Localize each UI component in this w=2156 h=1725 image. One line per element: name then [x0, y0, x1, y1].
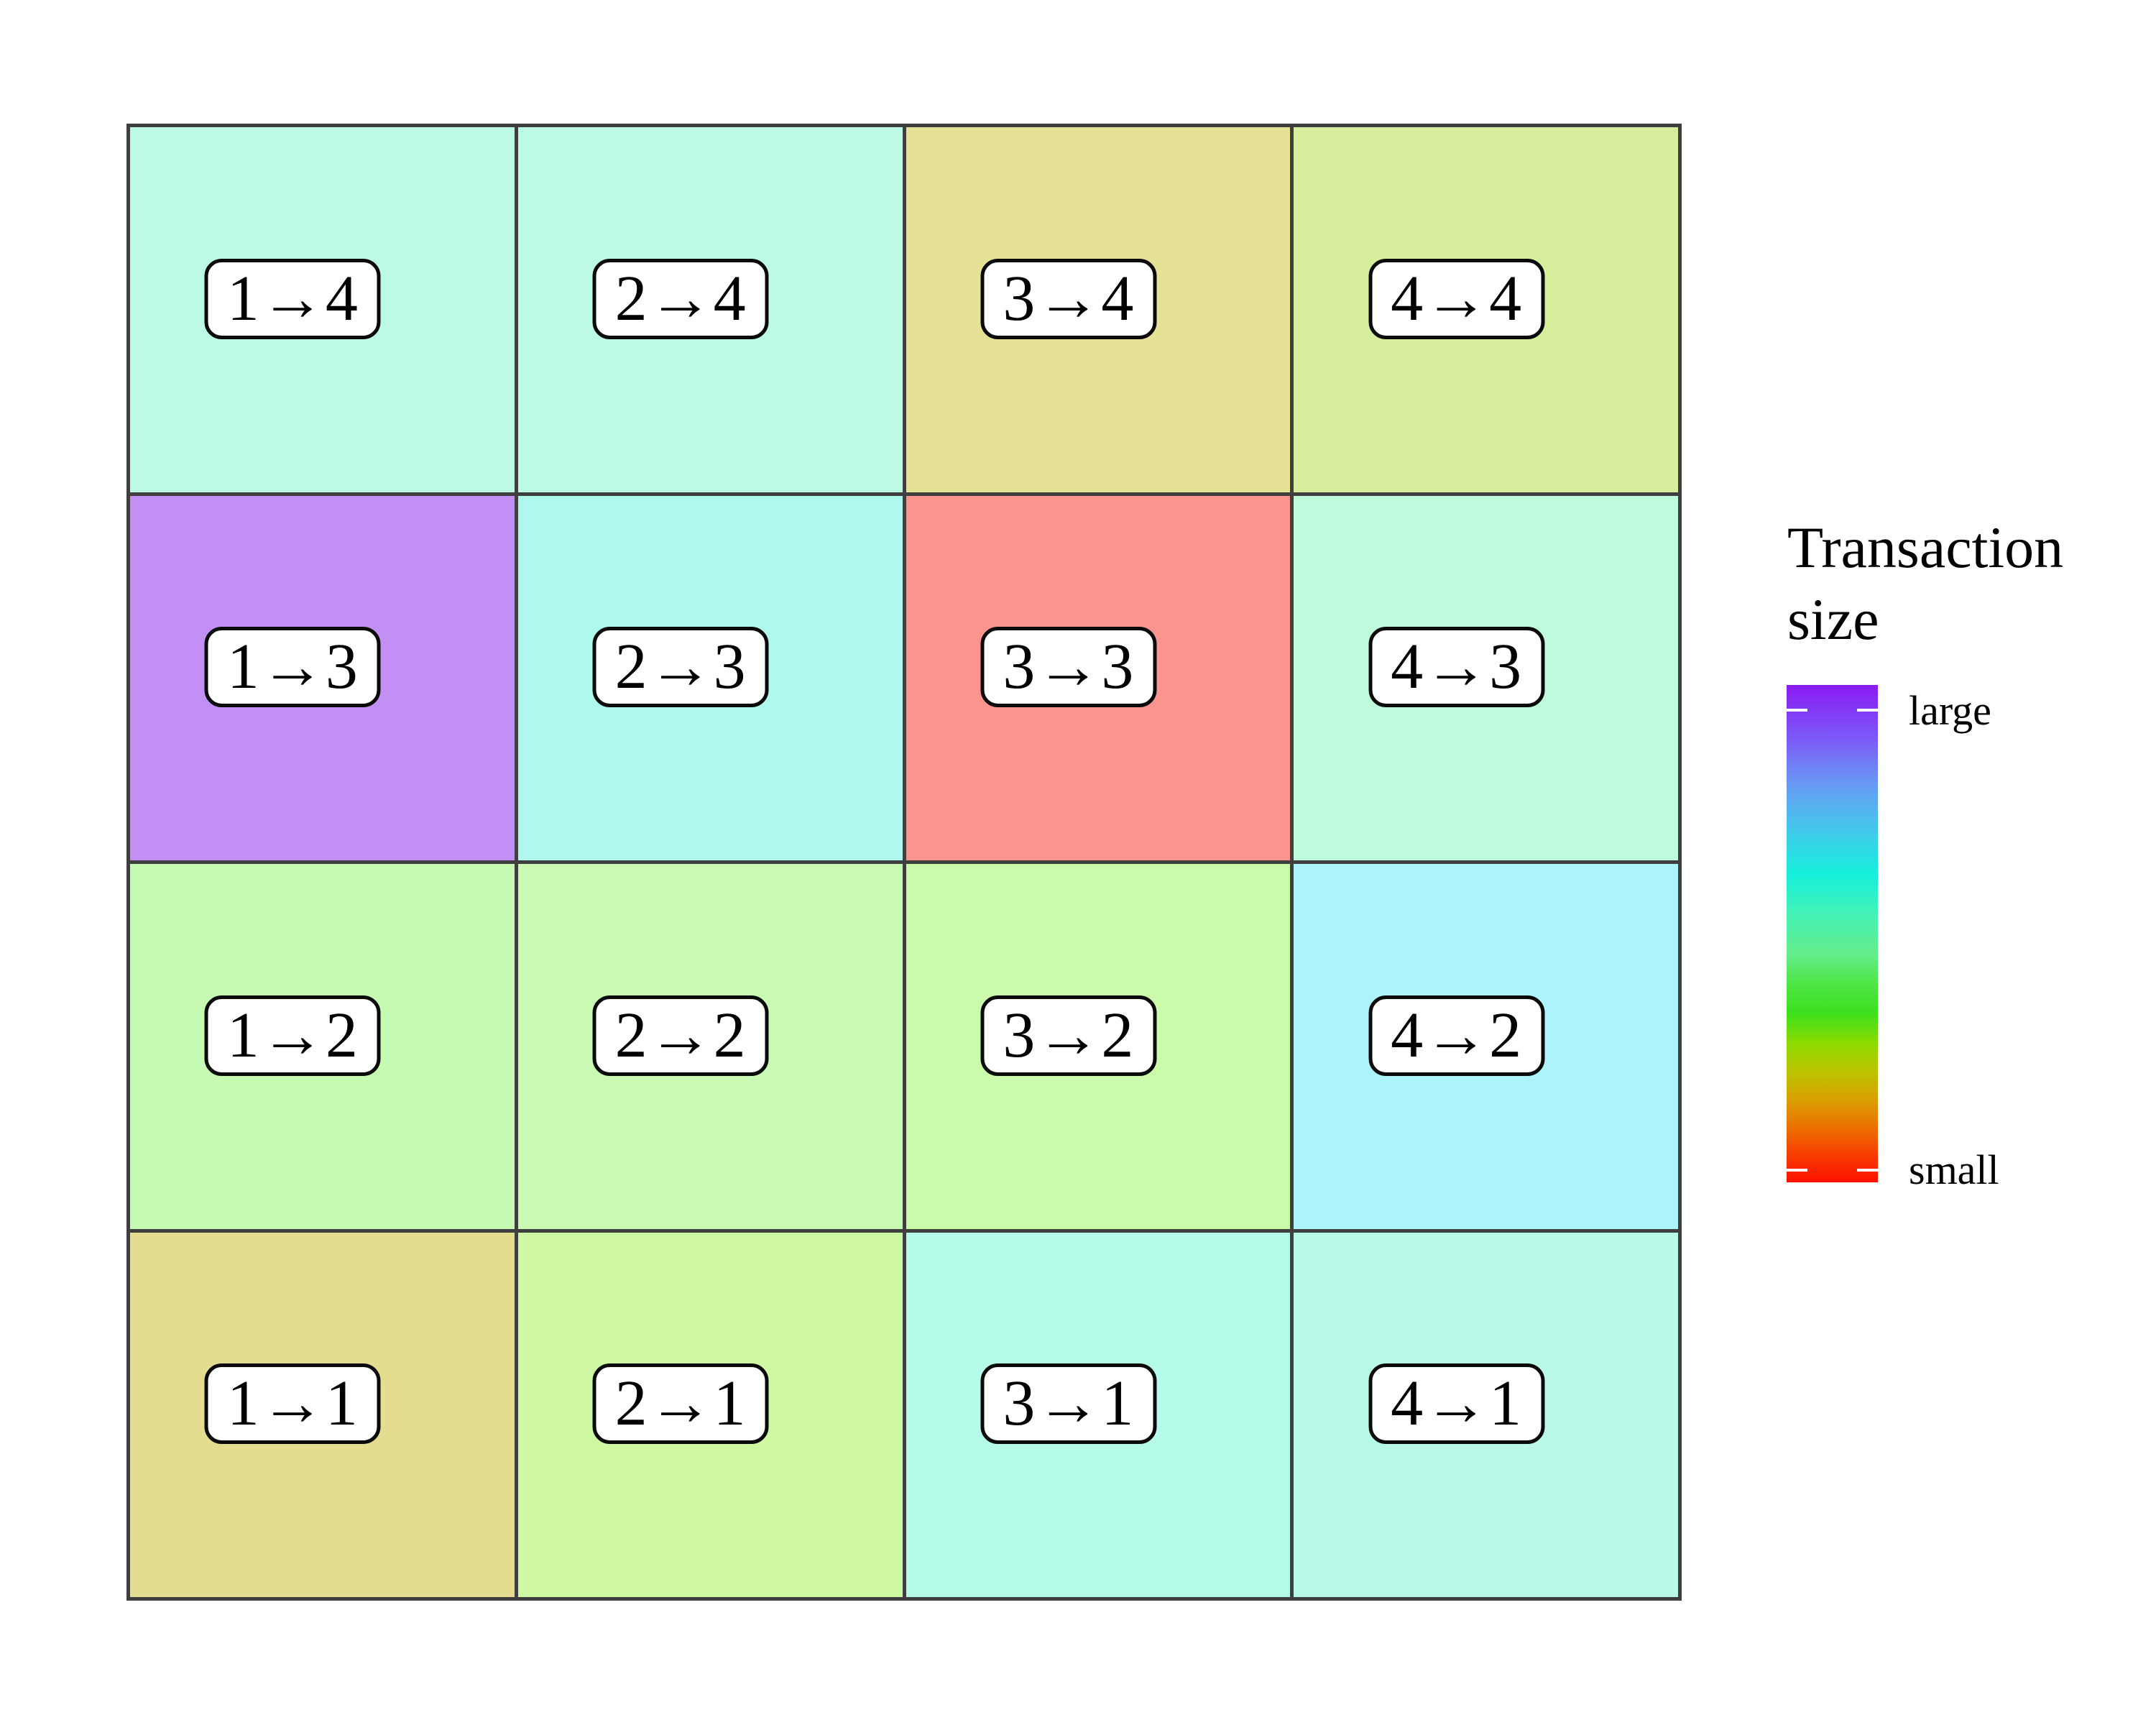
heatmap-cell-3-1: 3→1	[906, 1232, 1291, 1597]
cell-label-text: 2→4	[614, 262, 747, 334]
cell-label-box: 3→4	[980, 258, 1157, 339]
cell-label-text: 2→1	[614, 1368, 747, 1440]
cell-label-box: 3→3	[980, 627, 1157, 708]
cell-label-text: 3→2	[1003, 999, 1135, 1071]
cell-label-box: 1→1	[204, 1363, 381, 1445]
cell-label-text: 4→4	[1391, 262, 1523, 334]
cell-label-text: 3→3	[1003, 631, 1135, 703]
cell-label-box: 4→1	[1368, 1363, 1545, 1445]
heatmap-cell-1-3: 1→3	[130, 495, 515, 860]
cell-label-box: 2→2	[592, 995, 769, 1076]
tick-dash-icon	[1857, 1169, 1878, 1172]
heatmap-grid: 1→4 2→4 3→4 4→4 1→3 2→3 3→3 4→3 1→2 2→2	[126, 124, 1682, 1601]
heatmap-cell-1-4: 1→4	[130, 127, 515, 492]
cell-label-text: 2→2	[614, 999, 747, 1071]
cell-label-text: 3→4	[1003, 262, 1135, 334]
cell-label-box: 2→3	[592, 627, 769, 708]
heatmap-cell-2-1: 2→1	[517, 1232, 903, 1597]
tick-dash-icon	[1787, 709, 1807, 712]
cell-label-text: 1→3	[226, 631, 359, 703]
cell-label-box: 4→2	[1368, 995, 1545, 1076]
heatmap-cell-1-2: 1→2	[130, 864, 515, 1229]
heatmap-cell-3-4: 3→4	[906, 127, 1291, 492]
cell-label-box: 3→1	[980, 1363, 1157, 1445]
cell-label-text: 4→1	[1391, 1368, 1523, 1440]
legend-title: Transaction size	[1787, 512, 2063, 656]
heatmap-cell-4-3: 4→3	[1294, 495, 1678, 860]
colorbar-tick-large	[1787, 709, 1878, 712]
heatmap-cell-2-2: 2→2	[517, 864, 903, 1229]
colorbar-gradient	[1787, 685, 1878, 1182]
cell-label-box: 4→3	[1368, 627, 1545, 708]
cell-label-box: 1→2	[204, 995, 381, 1076]
cell-label-text: 1→1	[226, 1368, 359, 1440]
legend-title-line1: Transaction	[1787, 515, 2064, 580]
cell-label-box: 1→3	[204, 627, 381, 708]
cell-label-text: 1→2	[226, 999, 359, 1071]
cell-label-box: 2→1	[592, 1363, 769, 1445]
heatmap-cell-3-3: 3→3	[906, 495, 1291, 860]
cell-label-box: 3→2	[980, 995, 1157, 1076]
heatmap-cell-4-1: 4→1	[1294, 1232, 1678, 1597]
cell-label-text: 4→3	[1391, 631, 1523, 703]
colorbar-tick-small	[1787, 1169, 1878, 1172]
heatmap-cell-4-2: 4→2	[1294, 864, 1678, 1229]
heatmap-cell-2-3: 2→3	[517, 495, 903, 860]
legend-label-large: large	[1909, 687, 1991, 734]
cell-label-box: 1→4	[204, 258, 381, 339]
heatmap-cell-4-4: 4→4	[1294, 127, 1678, 492]
cell-label-text: 2→3	[614, 631, 747, 703]
heatmap-cell-3-2: 3→2	[906, 864, 1291, 1229]
legend-label-small: small	[1909, 1146, 1999, 1193]
cell-label-text: 3→1	[1003, 1368, 1135, 1440]
cell-label-box: 4→4	[1368, 258, 1545, 339]
heatmap-cell-1-1: 1→1	[130, 1232, 515, 1597]
cell-label-text: 1→4	[226, 262, 359, 334]
tick-dash-icon	[1787, 1169, 1807, 1172]
legend-title-line2: size	[1787, 586, 1879, 653]
heatmap-cell-2-4: 2→4	[517, 127, 903, 492]
cell-label-text: 4→2	[1391, 999, 1523, 1071]
cell-label-box: 2→4	[592, 258, 769, 339]
tick-dash-icon	[1857, 709, 1878, 712]
